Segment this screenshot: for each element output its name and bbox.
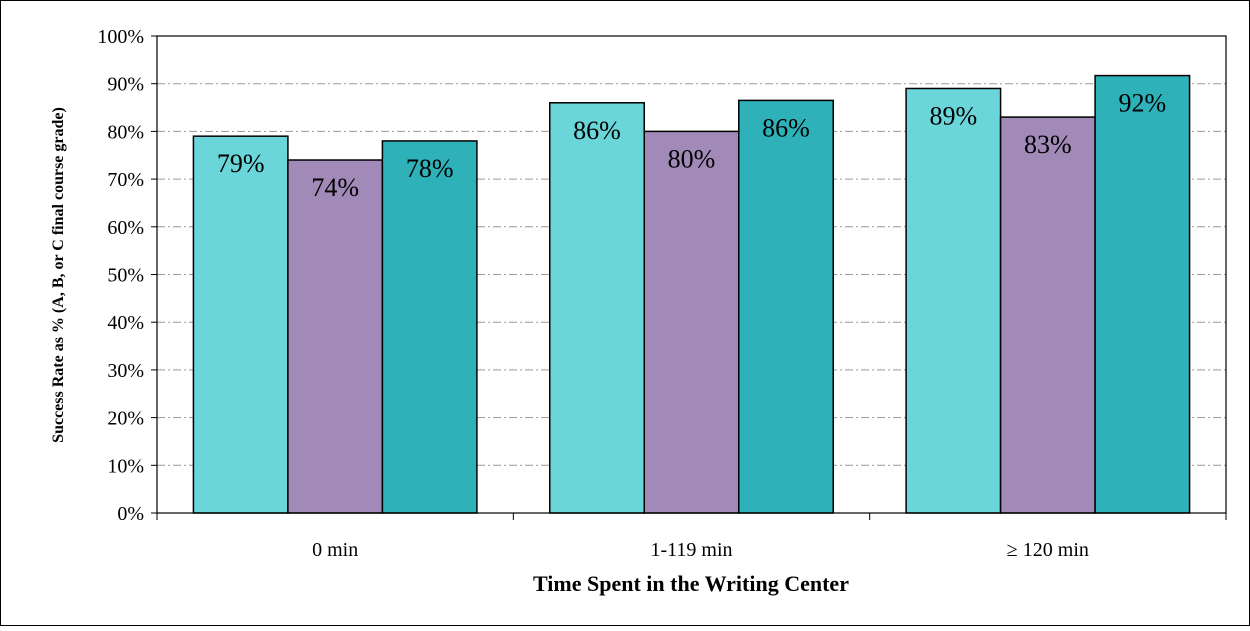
y-tick-label: 100% — [97, 26, 144, 48]
y-tick-label: 50% — [107, 265, 144, 287]
bar — [905, 87, 1002, 514]
bars — [192, 74, 1191, 514]
y-tick-label: 20% — [107, 408, 144, 430]
y-tick-label: 60% — [107, 217, 144, 239]
bar — [999, 116, 1096, 514]
bar — [1094, 74, 1191, 514]
bar-value-label: 80% — [668, 144, 716, 173]
bar-value-label: 74% — [311, 173, 359, 202]
y-tick-label: 70% — [107, 169, 144, 191]
y-tick-label: 30% — [107, 360, 144, 382]
y-tick-label: 90% — [107, 74, 144, 96]
bar — [549, 102, 645, 514]
axes — [151, 35, 1227, 520]
y-tick-label: 0% — [117, 503, 144, 525]
bar-value-label: 92% — [1118, 89, 1166, 118]
x-tick-label: ≥ 120 min — [1007, 539, 1089, 561]
bar-value-label: 86% — [573, 116, 621, 145]
bar — [381, 140, 478, 514]
bar-value-label: 86% — [762, 113, 810, 142]
x-tick-label: 0 min — [312, 539, 358, 561]
bar — [643, 130, 740, 514]
bar-value-label: 78% — [406, 154, 454, 183]
bar-value-label: 79% — [217, 149, 265, 178]
y-tick-label: 40% — [107, 312, 144, 334]
x-tick-label: 1-119 min — [650, 539, 732, 561]
bar — [738, 99, 834, 514]
labels: 0% 10% 20% 30% 40% 50% 60% 70% 80% 90% 100% 79% 74% 7… — [97, 26, 1166, 561]
x-axis-title: Time Spent in the Writing Center — [533, 571, 849, 596]
bar — [192, 135, 289, 514]
y-tick-label: 80% — [107, 121, 144, 143]
bar-value-label: 83% — [1024, 130, 1072, 159]
bar-value-label: 89% — [929, 101, 977, 130]
y-axis-title: Success Rate as % (A, B, or C final cour… — [50, 107, 67, 443]
bar — [287, 159, 384, 514]
plot-area — [156, 35, 1227, 514]
y-tick-label: 10% — [107, 455, 144, 477]
